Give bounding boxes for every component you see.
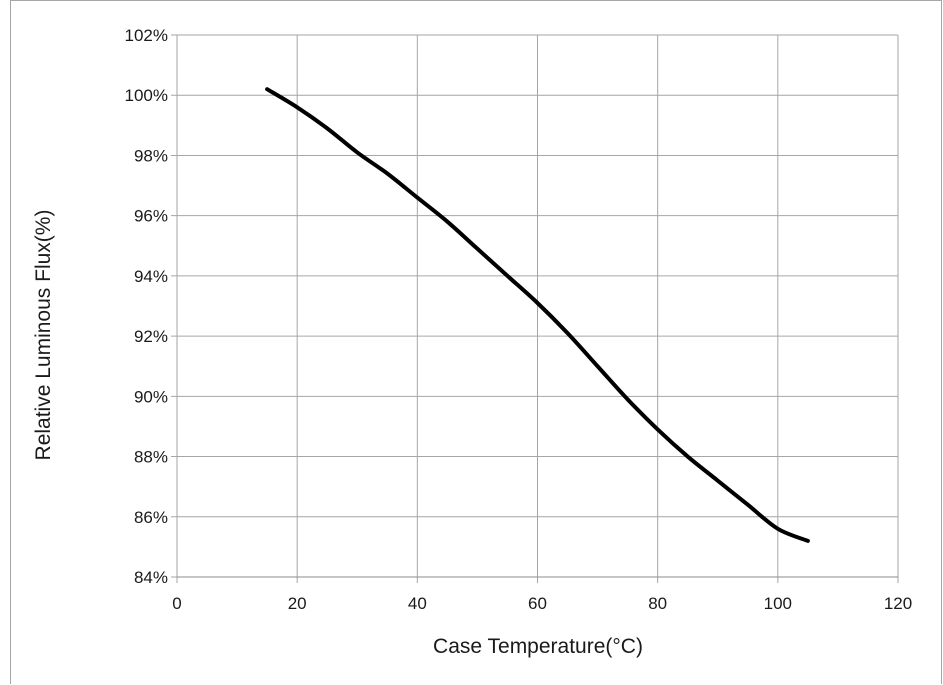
y-tick-label: 90%: [134, 387, 168, 406]
x-tick-label: 80: [648, 594, 667, 613]
y-tick-label: 96%: [134, 207, 168, 226]
x-tick-label: 60: [528, 594, 547, 613]
y-tick-label: 86%: [134, 508, 168, 527]
x-tick-label: 100: [764, 594, 792, 613]
y-tick-label: 92%: [134, 327, 168, 346]
tick-labels: 0 20 40 60 80 100 120 84% 86% 88% 90% 92% 94% 96% 98% 1…: [125, 26, 913, 613]
series-line-0: [265, 87, 810, 543]
x-tick-label: 40: [408, 594, 427, 613]
y-tick-label: 94%: [134, 267, 168, 286]
y-axis-title: Relative Luminous Flux(%): [32, 210, 55, 461]
x-tick-label: 120: [884, 594, 912, 613]
y-tick-label: 102%: [125, 26, 168, 45]
y-tick-label: 100%: [125, 86, 168, 105]
x-tick-label: 20: [288, 594, 307, 613]
y-tick-label: 98%: [134, 146, 168, 165]
grid: [171, 34, 899, 583]
chart-frame: [10, 0, 942, 684]
x-axis-title: Case Temperature(°C): [433, 635, 643, 658]
series: [265, 87, 810, 543]
y-tick-label: 88%: [134, 448, 168, 467]
y-tick-label: 84%: [134, 568, 168, 587]
x-tick-label: 0: [172, 594, 181, 613]
